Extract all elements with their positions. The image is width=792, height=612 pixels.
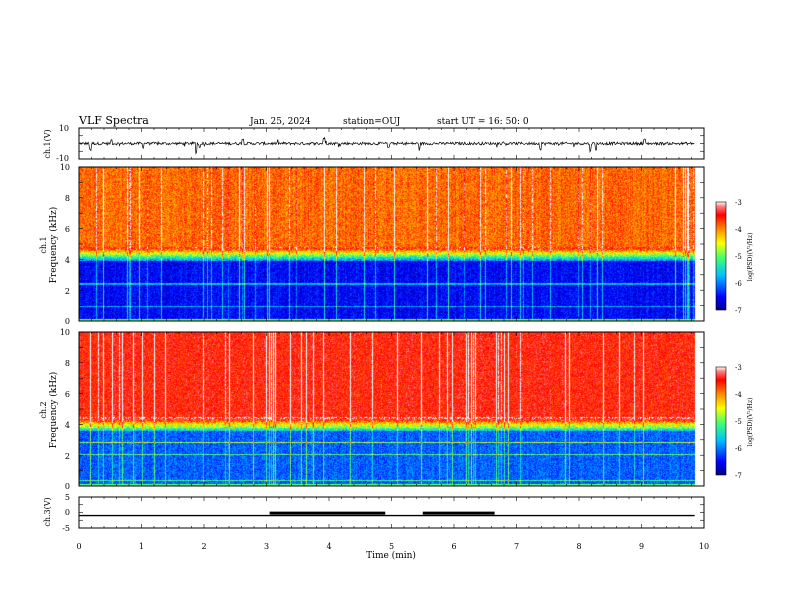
- ch1-channel-label: ch.1: [39, 236, 48, 253]
- time-tick-label: 5: [389, 542, 394, 551]
- ch1-waveform-panel: 10 -10 ch.1(V): [43, 124, 705, 163]
- ch1-cb-tick-m6: -6: [735, 280, 742, 288]
- ch1-colorbar-ticklabels: -3 -4 -5 -6 -7: [735, 199, 742, 315]
- ch2-colorbar-scale: [715, 366, 727, 476]
- header-start-time: start UT = 16: 50: 0: [437, 117, 529, 127]
- ch2-cb-tick-m7: -7: [735, 472, 742, 480]
- ch1-spectrogram-yticklabels: 0 2 4 6 8 10: [60, 163, 70, 326]
- ch2-cb-tick-m3: -3: [735, 364, 742, 372]
- ch2-freq-tick-8: 8: [65, 359, 70, 368]
- ch2-cb-tick-m5: -5: [735, 418, 742, 426]
- ch1-freq-tick-4: 4: [65, 256, 70, 265]
- ch2-frequency-label: Frequency (kHz): [48, 372, 59, 449]
- ch1-cb-tick-m7: -7: [735, 307, 742, 315]
- ch3-ytick-5: 5: [65, 493, 70, 502]
- ch1-frequency-label: Frequency (kHz): [48, 207, 59, 284]
- ch1-freq-tick-8: 8: [65, 194, 70, 203]
- ch2-spectrogram-yticklabels: 0 2 4 6 8 10: [60, 328, 70, 491]
- time-tick-label: 10: [699, 542, 709, 551]
- ch3-ytick-0: 0: [65, 508, 70, 517]
- ch1-ylabel: ch.1(V): [43, 129, 52, 158]
- ch1-waveform-trace: [79, 136, 695, 155]
- ch2-freq-tick-2: 2: [65, 452, 70, 461]
- ch1-freq-tick-0: 0: [65, 317, 70, 326]
- ch2-colorbar-label: log(PSD)(V²/Hz): [747, 398, 754, 447]
- time-tick-label: 8: [576, 542, 581, 551]
- ch3-ticks: [78, 496, 705, 529]
- ch1-colorbar-label: log(PSD)(V²/Hz): [747, 233, 754, 282]
- ch2-cb-tick-m6: -6: [735, 445, 742, 453]
- ch2-colorbar-ticklabels: -3 -4 -5 -6 -7: [735, 364, 742, 480]
- ch2-freq-tick-6: 6: [65, 390, 70, 399]
- ch1-cb-tick-m5: -5: [735, 253, 742, 261]
- time-tick-label: 6: [451, 542, 456, 551]
- time-tick-label: 3: [264, 542, 269, 551]
- ch1-spectrogram-ticks: [78, 166, 705, 322]
- time-tick-label: 1: [139, 542, 144, 551]
- ch1-freq-tick-6: 6: [65, 225, 70, 234]
- ch2-freq-tick-10: 10: [60, 328, 70, 337]
- ch1-waveform-frame: [78, 127, 705, 160]
- ch2-cb-tick-m4: -4: [735, 391, 742, 399]
- time-tick-label: 9: [639, 542, 644, 551]
- ch1-ytick-top: 10: [59, 124, 69, 133]
- ch1-ytick-bottom: -10: [56, 154, 69, 163]
- ch2-spectrogram-ticks: [78, 331, 705, 487]
- time-tick-label: 7: [514, 542, 519, 551]
- header-date: Jan. 25, 2024: [249, 117, 311, 127]
- header-station: station=OUJ: [343, 117, 401, 127]
- ch2-channel-label: ch.2: [39, 401, 48, 418]
- ch3-trace: [79, 511, 695, 517]
- ch3-ytick-m5: -5: [62, 524, 70, 533]
- ch1-colorbar-scale: [715, 201, 727, 311]
- time-tick-label: 4: [326, 542, 331, 551]
- ch1-freq-tick-2: 2: [65, 287, 70, 296]
- ch1-cb-tick-m4: -4: [735, 226, 742, 234]
- ch2-spectrogram-panel: 0 2 4 6 8 10 ch.2 Frequency (kHz): [39, 328, 705, 491]
- time-tick-label: 2: [201, 542, 206, 551]
- ch2-freq-tick-0: 0: [65, 482, 70, 491]
- ch1-spectrogram-panel: 0 2 4 6 8 10 ch.1 Frequency (kHz): [39, 163, 705, 326]
- ch1-freq-tick-10: 10: [60, 163, 70, 172]
- time-tick-label: 0: [76, 542, 81, 551]
- ch1-colorbar: -3 -4 -5 -6 -7 log(PSD)(V²/Hz): [715, 199, 754, 315]
- ch1-spectrogram-image: [79, 167, 704, 321]
- time-axis-label: Time (min): [366, 550, 416, 561]
- ch3-panel: 5 0 -5 ch.3(V) 0 1 2 3 4 5 6 7 8 9 10 Time (min): [43, 493, 709, 561]
- figure-title: VLF Spectra: [78, 114, 149, 127]
- ch3-frame: [78, 496, 705, 529]
- ch2-spectrogram-image: [79, 332, 704, 486]
- ch1-cb-tick-m3: -3: [735, 199, 742, 207]
- ch1-ticks: [78, 127, 705, 160]
- ch2-freq-tick-4: 4: [65, 421, 70, 430]
- time-axis-ticklabels: 0 1 2 3 4 5 6 7 8 9 10: [76, 542, 709, 551]
- ch3-ylabel: ch.3(V): [43, 497, 52, 526]
- ch2-colorbar: -3 -4 -5 -6 -7 log(PSD)(V²/Hz): [715, 364, 754, 480]
